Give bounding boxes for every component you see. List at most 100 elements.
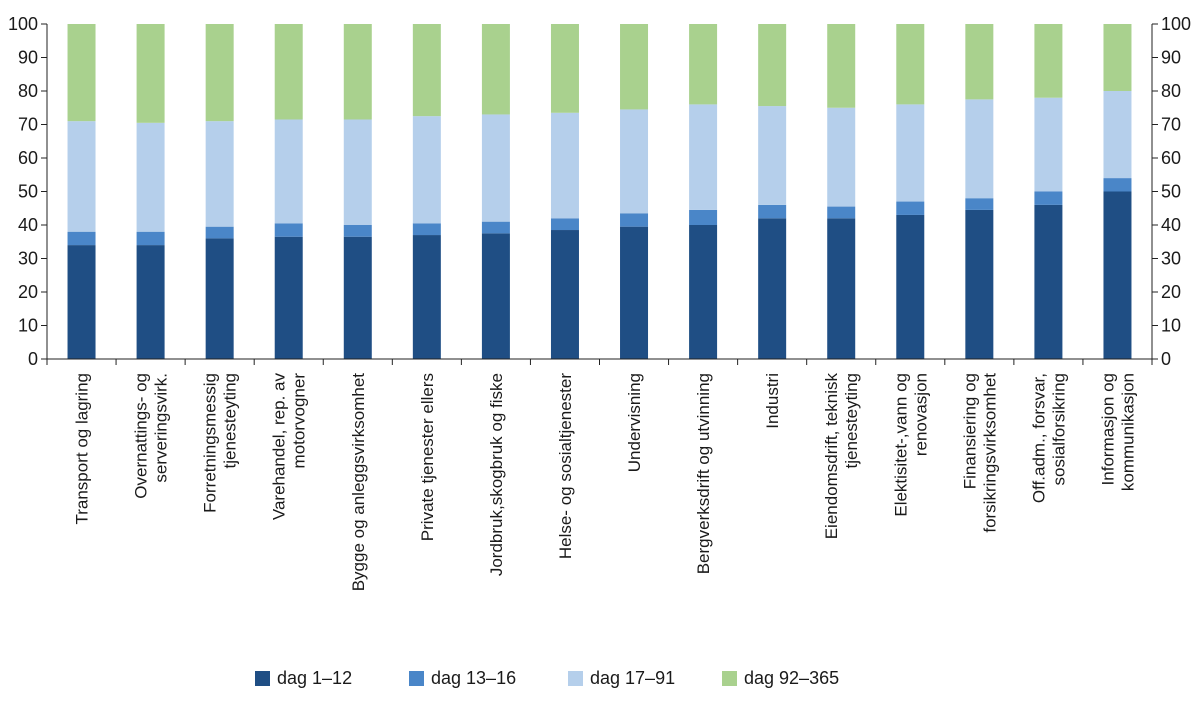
y-tick-label-right: 80: [1161, 81, 1181, 101]
x-category-label-line: motorvogner: [290, 373, 309, 469]
bar-segment-2-cat-3: [205, 226, 234, 239]
bar-segment-4-cat-8: [550, 24, 579, 113]
bar-segment-2-cat-1: [67, 231, 96, 246]
legend-label: dag 1–12: [277, 668, 352, 688]
x-category-label-line: renovasjon: [911, 373, 930, 456]
bar-segment-2-cat-9: [620, 213, 649, 227]
bar-segment-1-cat-7: [481, 233, 510, 360]
bar-segment-1-cat-10: [689, 225, 718, 359]
legend-label: dag 92–365: [744, 668, 839, 688]
bar-segment-2-cat-6: [412, 223, 441, 236]
bar-segment-2-cat-12: [827, 206, 856, 219]
bar-segment-2-cat-10: [689, 209, 718, 225]
x-category-label-line: Industri: [763, 373, 782, 429]
y-tick-label-left: 10: [18, 316, 38, 336]
bar-segment-2-cat-4: [274, 223, 303, 237]
category-labels: Transport og lagring Overnattings- og serv…: [73, 373, 1138, 592]
x-category-label-line: Bygge og anleggsvirksomhet: [349, 373, 368, 592]
bar-segment-1-cat-12: [827, 218, 856, 359]
bar-segment-3-cat-10: [689, 104, 718, 210]
x-category-label-line: Varehandel, rep. av: [270, 373, 289, 521]
bar-segment-4-cat-16: [1103, 24, 1132, 91]
y-tick-label-right: 60: [1161, 148, 1181, 168]
bar-segment-2-cat-13: [896, 201, 925, 215]
x-category-label-line: tjenesteyting: [842, 373, 861, 468]
y-tick-label-right: 30: [1161, 249, 1181, 269]
y-tick-label-right: 20: [1161, 282, 1181, 302]
bar-segment-1-cat-8: [550, 230, 579, 359]
y-tick-label-right: 0: [1161, 349, 1171, 369]
bar-segment-4-cat-3: [205, 24, 234, 122]
bar-segment-3-cat-14: [965, 99, 994, 199]
bar-segment-2-cat-15: [1034, 191, 1063, 205]
y-tick-label-left: 90: [18, 48, 38, 68]
bar-segment-4-cat-14: [965, 24, 994, 100]
bar-segment-4-cat-13: [896, 24, 925, 105]
bar-segment-4-cat-10: [689, 24, 718, 105]
bar-segment-2-cat-14: [965, 198, 994, 210]
bar-segment-1-cat-16: [1103, 191, 1132, 359]
bar-segment-1-cat-11: [758, 218, 787, 359]
legend-swatch: [722, 671, 737, 686]
x-category-label-line: Finansiering og: [960, 373, 979, 489]
bar-segment-3-cat-1: [67, 121, 96, 232]
bar-segment-1-cat-15: [1034, 204, 1063, 359]
legend-swatch: [409, 671, 424, 686]
x-category-label-line: Transport og lagring: [73, 373, 92, 525]
bar-segment-4-cat-5: [343, 24, 372, 120]
x-category-label-line: Private tjenester ellers: [418, 373, 437, 541]
bar-segment-3-cat-3: [205, 121, 234, 227]
bar-segment-3-cat-4: [274, 119, 303, 224]
bar-segment-1-cat-13: [896, 214, 925, 359]
bar-segment-3-cat-7: [481, 114, 510, 222]
bar-segment-3-cat-5: [343, 119, 372, 225]
bar-segment-1-cat-1: [67, 245, 96, 359]
x-category-label-line: Off.adm., forsvar,: [1029, 373, 1048, 503]
y-tick-label-right: 10: [1161, 316, 1181, 336]
x-category-label-line: Eiendomsdrift, teknisk: [822, 373, 841, 540]
y-tick-label-right: 100: [1161, 14, 1191, 34]
legend: dag 1–12 dag 13–16 dag 17–91 dag 92–365: [255, 668, 839, 688]
bar-segment-4-cat-2: [136, 24, 165, 123]
x-category-label-line: tjenesteyting: [221, 373, 240, 468]
y-tick-label-left: 100: [8, 14, 38, 34]
bar-segment-1-cat-9: [620, 226, 649, 359]
bar-segment-4-cat-12: [827, 24, 856, 108]
bar-segment-1-cat-3: [205, 238, 234, 359]
bar-segment-2-cat-8: [550, 218, 579, 231]
bar-segment-4-cat-9: [620, 24, 649, 110]
x-category-label-line: Overnattings- og: [132, 373, 151, 499]
bars-group: [67, 24, 1132, 360]
bar-segment-2-cat-11: [758, 204, 787, 219]
legend-swatch: [255, 671, 270, 686]
y-tick-label-left: 0: [28, 349, 38, 369]
y-tick-label-left: 80: [18, 81, 38, 101]
bar-segment-4-cat-4: [274, 24, 303, 120]
bar-segment-1-cat-5: [343, 236, 372, 359]
x-category-label-line: sosialforsikring: [1049, 373, 1068, 485]
x-category-label-line: Undervisning: [625, 373, 644, 472]
bar-segment-1-cat-6: [412, 235, 441, 359]
y-tick-label-right: 50: [1161, 182, 1181, 202]
legend-label: dag 13–16: [431, 668, 516, 688]
bar-segment-2-cat-7: [481, 221, 510, 234]
bar-segment-4-cat-11: [758, 24, 787, 107]
bar-segment-1-cat-4: [274, 236, 303, 359]
bar-segment-3-cat-9: [620, 109, 649, 214]
y-tick-label-left: 70: [18, 115, 38, 135]
y-tick-label-left: 30: [18, 249, 38, 269]
bar-segment-3-cat-6: [412, 116, 441, 224]
bar-segment-3-cat-2: [136, 122, 165, 232]
y-tick-label-left: 20: [18, 282, 38, 302]
bar-segment-3-cat-11: [758, 106, 787, 205]
bar-segment-4-cat-1: [67, 24, 96, 122]
axes-group: 0 0 10 10 20 20 30 30 40 40 50 50 60 60 70 70 80 80 90 90 10…: [8, 14, 1191, 369]
y-tick-label-left: 50: [18, 182, 38, 202]
x-category-label-line: serveringsvirk.: [152, 373, 171, 483]
bar-segment-4-cat-7: [481, 24, 510, 115]
bar-segment-1-cat-2: [136, 245, 165, 359]
bar-segment-1-cat-14: [965, 209, 994, 359]
legend-swatch: [568, 671, 583, 686]
y-tick-label-left: 40: [18, 215, 38, 235]
